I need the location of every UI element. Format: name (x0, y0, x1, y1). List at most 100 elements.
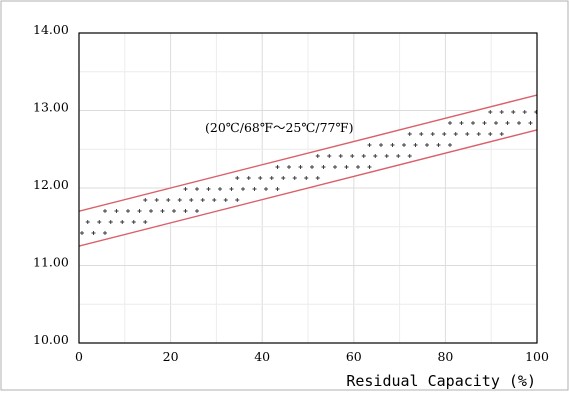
band-marker (304, 176, 309, 180)
band-marker (143, 198, 148, 202)
band-marker (298, 165, 303, 169)
band-marker (80, 231, 84, 235)
band-marker (315, 176, 320, 180)
band-marker (287, 165, 291, 169)
band-marker (361, 154, 366, 158)
band-marker (350, 154, 355, 158)
band-marker (459, 121, 464, 125)
band-marker (241, 187, 245, 191)
band-marker (436, 143, 441, 147)
band-marker (407, 132, 412, 136)
band-marker (275, 165, 280, 169)
band-marker (189, 198, 194, 202)
band-marker (402, 143, 406, 147)
band-marker (321, 165, 326, 169)
y-tick-label: 10.00 (33, 332, 69, 347)
band-marker (430, 132, 435, 136)
x-tick-label: 0 (75, 349, 83, 364)
band-marker (195, 187, 199, 191)
band-marker (166, 198, 171, 202)
y-tick-labels: 10.00 11.00 12.00 13.00 14.00 (33, 22, 69, 347)
band-marker (367, 143, 372, 147)
band-marker (103, 231, 107, 235)
band-marker (534, 110, 537, 114)
plot-border (78, 32, 538, 344)
band-marker (269, 176, 274, 180)
band-marker (379, 143, 383, 147)
band-marker (281, 176, 286, 180)
band-marker (384, 154, 389, 158)
band-marker (505, 121, 510, 125)
lower-limit-line (79, 129, 537, 247)
band-marker (367, 165, 372, 169)
band-marker (488, 110, 493, 114)
band-marker (206, 187, 211, 191)
band-marker (252, 187, 257, 191)
band-marker (373, 154, 378, 158)
y-tick-label: 13.00 (33, 100, 69, 115)
band-marker (97, 220, 102, 224)
band-marker (177, 198, 182, 202)
band-marker (499, 132, 504, 136)
band-marker (264, 187, 268, 191)
band-marker (327, 154, 332, 158)
band-marker (471, 121, 475, 125)
band-marker (511, 110, 516, 114)
band-marker (91, 231, 96, 235)
band-marker (344, 165, 349, 169)
band-marker (528, 121, 533, 125)
band-marker (390, 143, 395, 147)
band-marker (229, 187, 234, 191)
x-axis-title: Residual Capacity (%) (346, 372, 536, 390)
temperature-annotation: (20℃/68℉～25℃/77℉) (205, 120, 353, 135)
band-marker (338, 154, 343, 158)
band-marker (114, 209, 119, 213)
band-marker (292, 176, 297, 180)
band-marker (85, 220, 90, 224)
band-marker (212, 198, 217, 202)
x-tick-label: 20 (163, 349, 179, 364)
band-marker (448, 143, 452, 147)
band-marker (223, 198, 228, 202)
band-marker (396, 154, 401, 158)
band-marker (482, 121, 487, 125)
y-tick-label: 14.00 (33, 22, 69, 37)
band-marker (108, 220, 113, 224)
x-tick-label: 40 (254, 349, 270, 364)
band-marker (200, 198, 205, 202)
band-marker (488, 132, 493, 136)
x-tick-label: 60 (346, 349, 362, 364)
band-marker (517, 121, 521, 125)
x-tick-labels: 0 20 40 60 80 100 (75, 349, 549, 364)
band-marker (275, 187, 280, 191)
band-marker (154, 198, 159, 202)
upper-limit-line (79, 94, 537, 212)
band-marker (235, 176, 240, 180)
band-marker (442, 132, 447, 136)
band-marker (149, 209, 153, 213)
band-marker (333, 165, 337, 169)
band-marker (183, 187, 188, 191)
band-marker (126, 209, 130, 213)
band-marker (137, 209, 142, 213)
band-marker (310, 165, 314, 169)
boundary-lines (79, 94, 537, 247)
band-marker (143, 220, 148, 224)
y-tick-label: 11.00 (33, 255, 69, 270)
band-marker (315, 154, 320, 158)
band-marker (419, 132, 424, 136)
x-tick-label: 80 (437, 349, 453, 364)
band-marker (195, 209, 199, 213)
band-marker (356, 165, 360, 169)
band-marker (413, 143, 418, 147)
band-marker (103, 209, 107, 213)
band-marker (235, 198, 240, 202)
band-marker (476, 132, 481, 136)
band-marker (120, 220, 125, 224)
band-marker (407, 154, 412, 158)
band-marker (494, 121, 498, 125)
x-tick-label: 100 (525, 349, 549, 364)
band-marker (172, 209, 176, 213)
